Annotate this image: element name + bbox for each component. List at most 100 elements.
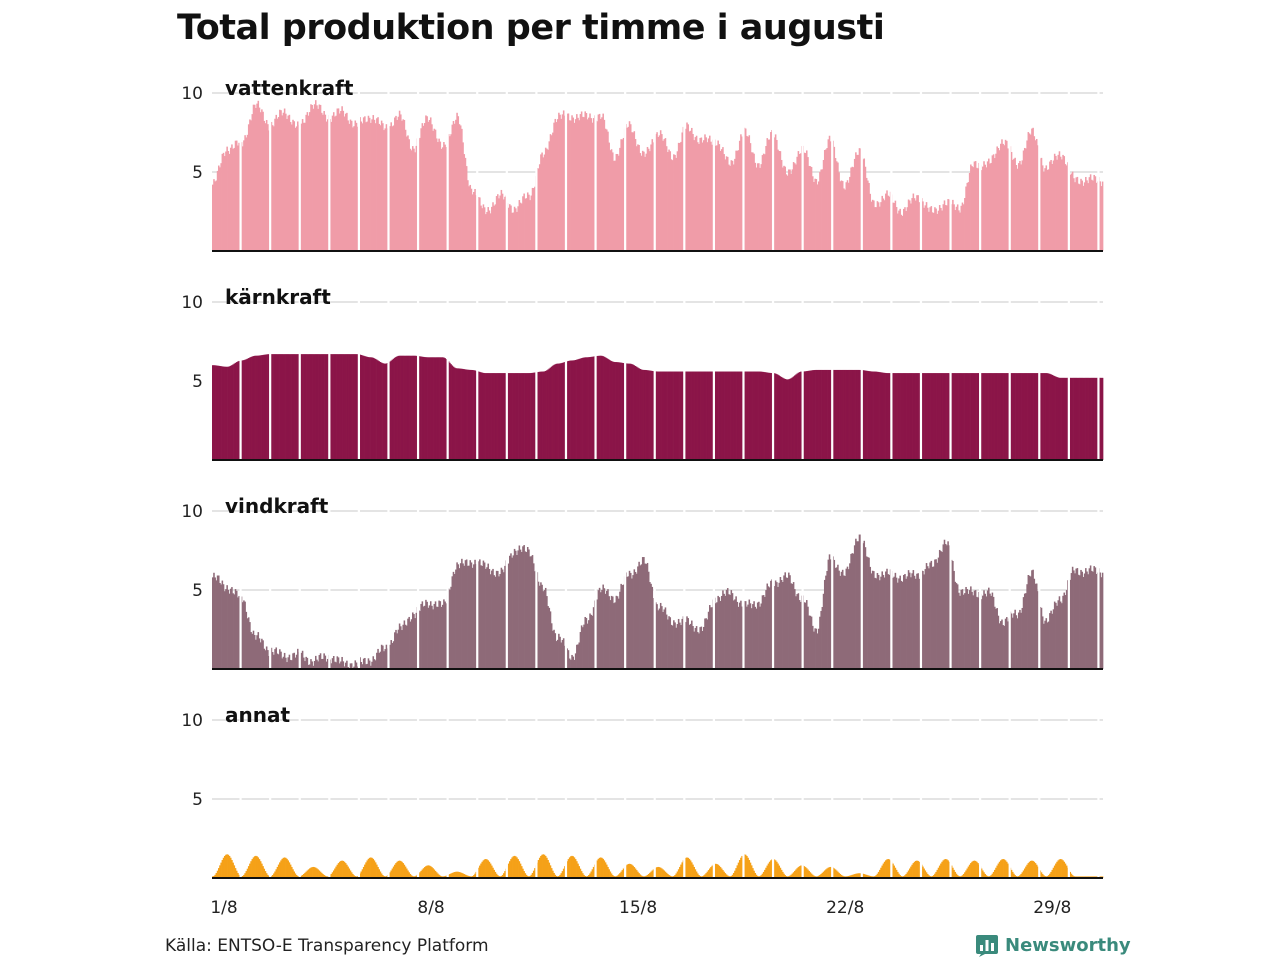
bar bbox=[906, 576, 909, 669]
bar bbox=[543, 371, 546, 460]
bar bbox=[1083, 573, 1086, 669]
bar bbox=[747, 136, 749, 251]
bar bbox=[480, 205, 482, 251]
bar bbox=[1032, 569, 1034, 669]
bar bbox=[459, 872, 462, 878]
bar bbox=[1065, 865, 1068, 878]
bar bbox=[730, 371, 733, 460]
bar bbox=[517, 373, 519, 460]
bar bbox=[292, 354, 294, 460]
bar bbox=[810, 167, 813, 251]
bar bbox=[970, 373, 972, 460]
bar bbox=[324, 354, 327, 460]
bar bbox=[602, 858, 604, 878]
bar bbox=[367, 858, 370, 878]
bar bbox=[429, 357, 432, 460]
bar bbox=[947, 199, 949, 251]
bar bbox=[1092, 377, 1094, 460]
bar bbox=[324, 655, 327, 669]
bar bbox=[691, 371, 693, 460]
bar bbox=[825, 149, 827, 251]
bar bbox=[1057, 377, 1060, 460]
bar bbox=[1037, 866, 1039, 878]
bar bbox=[318, 655, 321, 669]
bar bbox=[412, 355, 414, 460]
bar bbox=[692, 626, 694, 669]
bar bbox=[489, 373, 492, 460]
bar bbox=[500, 189, 503, 251]
bar bbox=[322, 873, 324, 878]
bar bbox=[744, 128, 747, 251]
bar bbox=[707, 371, 710, 460]
bar bbox=[859, 148, 862, 251]
bar bbox=[753, 153, 755, 251]
bar bbox=[863, 158, 866, 251]
bar bbox=[689, 623, 692, 669]
bar bbox=[365, 356, 367, 460]
bar bbox=[780, 580, 783, 669]
bar bbox=[314, 354, 317, 460]
bar bbox=[577, 117, 579, 251]
bar bbox=[283, 354, 286, 460]
bar bbox=[255, 107, 257, 252]
bar bbox=[225, 151, 227, 251]
bar bbox=[809, 872, 812, 878]
bar bbox=[410, 150, 413, 251]
bar bbox=[360, 871, 363, 878]
bar bbox=[556, 363, 559, 460]
bar bbox=[857, 541, 860, 669]
bar bbox=[525, 874, 528, 878]
bar bbox=[686, 857, 688, 878]
bar bbox=[726, 156, 729, 251]
bar bbox=[972, 373, 975, 460]
bar bbox=[320, 659, 323, 669]
bar bbox=[227, 366, 230, 460]
bar bbox=[777, 586, 779, 669]
bar bbox=[924, 205, 927, 251]
bar bbox=[686, 122, 688, 252]
bar bbox=[720, 149, 723, 251]
bar bbox=[270, 121, 273, 251]
bar bbox=[744, 371, 747, 460]
bar bbox=[980, 599, 983, 669]
bar bbox=[914, 373, 917, 460]
bar bbox=[862, 159, 864, 251]
bar bbox=[972, 595, 975, 669]
bar bbox=[1004, 860, 1007, 878]
bar bbox=[516, 211, 518, 251]
bar bbox=[952, 373, 954, 460]
bar bbox=[507, 863, 510, 878]
bar bbox=[592, 356, 595, 460]
bar bbox=[717, 140, 719, 251]
bar bbox=[353, 666, 355, 669]
bar bbox=[706, 619, 709, 669]
bar bbox=[875, 875, 878, 878]
bar bbox=[716, 371, 718, 460]
bar bbox=[554, 633, 557, 669]
bar bbox=[926, 873, 929, 878]
bar bbox=[1020, 373, 1022, 460]
bar bbox=[868, 182, 870, 251]
bar bbox=[573, 857, 576, 878]
bar bbox=[1061, 859, 1063, 878]
bar bbox=[225, 854, 227, 878]
bar bbox=[867, 180, 869, 251]
bar bbox=[600, 118, 602, 252]
bar bbox=[216, 575, 219, 669]
bar bbox=[489, 213, 492, 251]
bar bbox=[289, 122, 292, 251]
bar bbox=[904, 373, 906, 460]
bar bbox=[632, 364, 634, 460]
bar bbox=[663, 609, 666, 669]
bar bbox=[732, 600, 735, 669]
bar bbox=[414, 152, 416, 251]
bar bbox=[882, 372, 885, 460]
bar bbox=[906, 373, 909, 460]
bar bbox=[752, 371, 754, 460]
bar bbox=[1022, 597, 1025, 669]
bar bbox=[852, 167, 855, 251]
bar bbox=[697, 142, 699, 251]
bar bbox=[800, 601, 802, 669]
bar bbox=[970, 164, 972, 251]
bar bbox=[568, 360, 571, 460]
